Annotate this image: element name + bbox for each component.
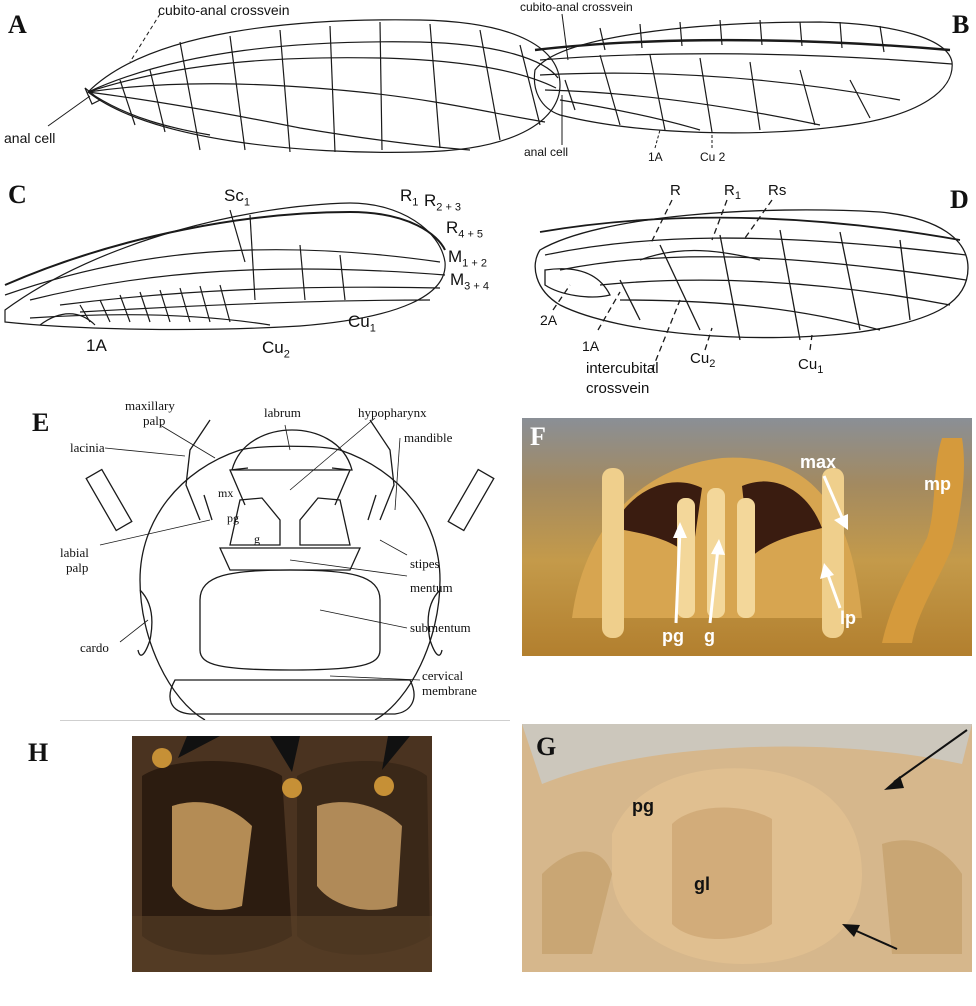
label-d-r: R: [670, 182, 681, 199]
label-e-labial: labial: [60, 545, 89, 560]
wing-c-drawing: [4, 202, 446, 331]
panel-c-letter: C: [8, 180, 27, 209]
label-b-1a: 1A: [648, 150, 663, 164]
mouthparts-e-drawing: [85, 417, 495, 721]
label-e-pg: pg: [227, 511, 239, 525]
label-f-lp: lp: [840, 608, 856, 628]
label-c-r1: R1: [400, 186, 419, 209]
label-g-gl: gl: [694, 874, 710, 894]
label-c-cu2: Cu2: [262, 338, 290, 361]
label-d-rs: Rs: [768, 182, 787, 199]
label-e-mx: mx: [218, 486, 234, 500]
panel-g-letter: G: [536, 732, 557, 761]
label-f-pg: pg: [662, 626, 684, 646]
wing-a-drawing: [47, 13, 561, 153]
label-c-m34: M3 + 4: [450, 270, 489, 293]
label-d-cu1: Cu1: [798, 356, 824, 376]
label-f-max: max: [800, 452, 837, 472]
label-e-labrum: labrum: [264, 405, 301, 420]
label-c-1a: 1A: [86, 336, 107, 355]
label-e-g: g: [254, 532, 260, 546]
photo-f: F max mp pg g lp: [522, 418, 972, 656]
label-a-anal-cell: anal cell: [4, 130, 56, 146]
panel-b-letter: B: [952, 10, 970, 39]
label-c-m12: M1 + 2: [448, 247, 487, 270]
label-e-mandible: mandible: [404, 430, 453, 445]
label-e-cervical: cervical: [422, 668, 464, 683]
label-c-r45: R4 + 5: [446, 218, 484, 241]
photo-g-shapes: [522, 724, 972, 972]
label-d-crossvein: crossvein: [586, 380, 650, 397]
label-e-maxillary: maxillary: [125, 398, 175, 413]
panel-a-letter: A: [8, 10, 27, 39]
panel-e-letter: E: [32, 408, 50, 437]
label-e-membrane: membrane: [422, 683, 477, 698]
label-e-mentum: mentum: [410, 580, 453, 595]
panel-f-letter: F: [530, 422, 546, 451]
label-d-cu2: Cu2: [690, 350, 716, 370]
label-e-submentum: submentum: [410, 620, 471, 635]
label-f-g: g: [704, 626, 715, 646]
label-d-intercubital: intercubital: [586, 360, 659, 377]
label-b-anal-cell: anal cell: [524, 145, 569, 159]
label-b-cu2: Cu 2: [700, 150, 726, 164]
label-e-maxillary-palp: palp: [143, 413, 166, 428]
label-a-crossvein: cubito-anal crossvein: [158, 2, 290, 18]
label-d-1a: 1A: [582, 338, 600, 354]
label-d-2a: 2A: [540, 312, 558, 328]
label-e-cardo: cardo: [80, 640, 109, 655]
label-f-mp: mp: [924, 474, 951, 494]
wing-d-drawing: [534, 199, 969, 371]
label-e-stipes: stipes: [410, 556, 440, 571]
photo-f-shapes: [572, 438, 964, 643]
label-e-hypopharynx: hypopharynx: [358, 405, 427, 420]
label-g-pg: pg: [632, 796, 654, 816]
photo-g: G pg gl: [522, 724, 972, 972]
panel-divider: [60, 720, 510, 721]
label-e-lacinia: lacinia: [70, 440, 105, 455]
panel-d-letter: D: [950, 185, 969, 214]
photo-h: [132, 736, 432, 972]
label-c-r23: R2 + 3: [424, 191, 462, 214]
wing-b-drawing: [533, 13, 953, 149]
label-e-labial-palp: palp: [66, 560, 89, 575]
label-c-cu1: Cu1: [348, 312, 376, 335]
label-d-r1: R1: [724, 182, 741, 202]
label-c-sc1: Sc1: [224, 186, 250, 209]
photo-h-shapes: [132, 736, 432, 972]
label-b-crossvein: cubito-anal crossvein: [520, 0, 633, 14]
panel-h-letter: H: [28, 738, 49, 767]
